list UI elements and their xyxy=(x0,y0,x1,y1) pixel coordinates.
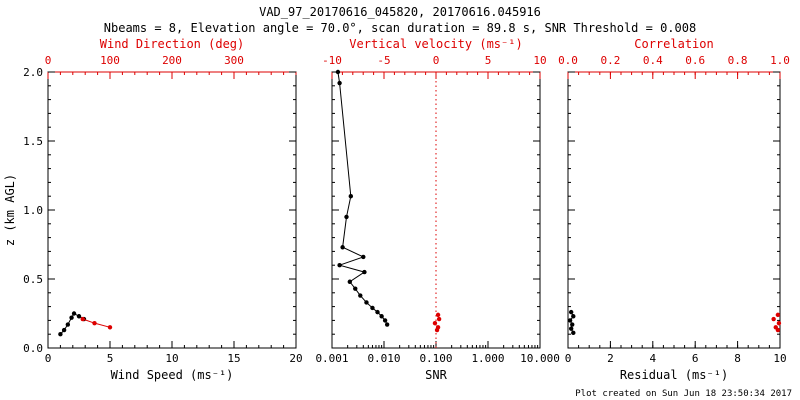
top-tick-label: 1.0 xyxy=(770,54,790,67)
panel-residual: 0 2 4 6 8 10 Residual (ms⁻¹) 0.0 0.2 0.4 0.6 0.8 1.0… xyxy=(558,37,790,382)
panel-wind: 0 5 10 15 20 Wind Speed (ms⁻¹) 0 100 200 300 Wind … xyxy=(23,37,303,382)
data-point xyxy=(348,194,354,199)
x-tick-label: 4 xyxy=(649,352,656,365)
x-tick-label: 5 xyxy=(107,352,114,365)
x-tick-label: 0.001 xyxy=(315,352,348,365)
data-point xyxy=(80,316,85,322)
top-tick-label: 0.8 xyxy=(728,54,748,67)
y-tick-label: 1.0 xyxy=(23,204,43,217)
series-vertical-velocity xyxy=(432,312,442,333)
data-point xyxy=(362,269,367,275)
data-point xyxy=(384,322,390,327)
x-tick-label: 0.100 xyxy=(419,352,452,365)
x-axis-title: SNR xyxy=(425,368,447,382)
data-point xyxy=(337,263,342,268)
top-axis-title: Correlation xyxy=(634,37,713,51)
data-point xyxy=(434,327,440,333)
data-point xyxy=(71,311,77,316)
plot-timestamp: Plot created on Sun Jun 18 23:50:34 2017 xyxy=(575,389,792,399)
data-point xyxy=(435,312,441,318)
x-tick-label: 6 xyxy=(692,352,699,365)
x-tick-label: 20 xyxy=(289,352,302,365)
top-tick-label: 0.4 xyxy=(643,54,663,67)
top-tick-label: 0.6 xyxy=(685,54,705,67)
top-tick-label: 100 xyxy=(100,54,120,67)
data-point xyxy=(370,305,375,311)
top-tick-label: 200 xyxy=(162,54,182,67)
y-axis-title: z (km AGL) xyxy=(3,174,17,246)
y-tick-label: 1.5 xyxy=(23,135,43,148)
top-tick-label: 5 xyxy=(485,54,492,67)
data-point xyxy=(340,245,345,250)
data-point xyxy=(568,326,574,331)
y-tick-label: 0.0 xyxy=(23,342,43,355)
data-point xyxy=(364,300,369,305)
x-tick-label: 15 xyxy=(227,352,240,365)
x-tick-label: 10 xyxy=(773,352,786,365)
x-axis-title: Residual (ms⁻¹) xyxy=(620,368,728,382)
data-point xyxy=(776,320,782,326)
data-point xyxy=(358,293,363,298)
series-residual xyxy=(567,309,576,336)
data-point xyxy=(771,316,776,322)
data-point xyxy=(379,314,384,319)
top-tick-label: 10 xyxy=(533,54,546,67)
figure-title: VAD_97_20170616_045820, 20170616.045916 xyxy=(259,5,541,19)
y-tick-label: 2.0 xyxy=(23,66,43,79)
x-tick-label: 0 xyxy=(45,352,52,365)
data-point xyxy=(76,314,82,319)
x-tick-label: 8 xyxy=(734,352,741,365)
panel-frame xyxy=(47,71,297,349)
panel-snr: 0.001 0.010 0.100 1.000 10.000 SNR -10 -5 0 5 10 Ve… xyxy=(315,37,559,382)
series-wind-direction xyxy=(80,316,113,330)
top-tick-label: 300 xyxy=(224,54,244,67)
data-point xyxy=(775,327,781,333)
x-tick-label: 0.010 xyxy=(367,352,400,365)
data-point xyxy=(347,279,353,284)
y-tick-label: 0.5 xyxy=(23,273,43,286)
data-point xyxy=(61,327,67,333)
data-point xyxy=(775,312,781,318)
data-point xyxy=(337,80,342,86)
data-point xyxy=(436,316,442,322)
x-axis-title: Wind Speed (ms⁻¹) xyxy=(111,368,234,382)
series-wind-speed xyxy=(58,311,87,337)
data-point xyxy=(382,318,388,323)
top-tick-label: -5 xyxy=(377,54,390,67)
data-point xyxy=(375,309,380,315)
top-tick-label: 0.2 xyxy=(600,54,620,67)
data-point xyxy=(571,330,576,336)
series-correlation xyxy=(771,312,782,333)
data-point xyxy=(571,314,576,319)
top-tick-label: 0 xyxy=(45,54,52,67)
data-point xyxy=(568,309,574,315)
data-point xyxy=(65,322,71,327)
data-point xyxy=(353,286,358,291)
x-tick-label: 1.000 xyxy=(471,352,504,365)
figure-subtitle: Nbeams = 8, Elevation angle = 70.0°, sca… xyxy=(103,21,697,35)
x-tick-label: 10.000 xyxy=(520,352,560,365)
data-point xyxy=(432,320,438,326)
data-point xyxy=(107,325,113,330)
data-point xyxy=(92,320,97,326)
top-tick-label: 0 xyxy=(433,54,440,67)
data-point xyxy=(69,315,74,320)
x-tick-label: 10 xyxy=(165,352,178,365)
top-tick-label: -10 xyxy=(322,54,342,67)
series-snr-profile xyxy=(335,69,390,327)
top-tick-label: 0.0 xyxy=(558,54,578,67)
data-point xyxy=(567,318,573,323)
data-point xyxy=(58,332,63,337)
top-axis-title: Wind Direction (deg) xyxy=(100,37,245,51)
data-point xyxy=(361,254,366,260)
top-axis-title: Vertical velocity (ms⁻¹) xyxy=(349,37,522,51)
panel-frame xyxy=(567,71,781,349)
x-tick-label: 2 xyxy=(607,352,614,365)
data-point xyxy=(344,214,349,220)
data-point xyxy=(570,322,575,327)
x-tick-label: 0 xyxy=(565,352,572,365)
data-point xyxy=(335,69,341,75)
